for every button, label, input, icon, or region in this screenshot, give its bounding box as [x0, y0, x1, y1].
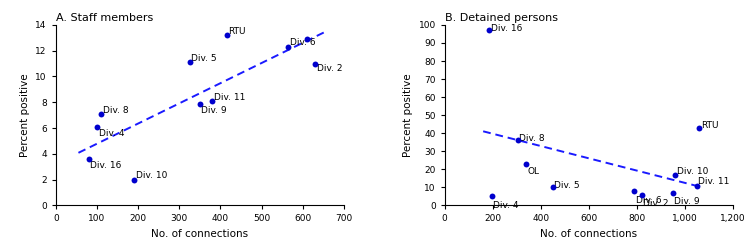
Text: RTU: RTU: [228, 27, 246, 36]
Text: Div. 11: Div. 11: [699, 178, 730, 187]
Text: Div. 9: Div. 9: [202, 106, 227, 115]
Text: Div. 5: Div. 5: [554, 181, 580, 190]
Point: [128, 178, 140, 182]
Text: Div. 4: Div. 4: [99, 129, 124, 138]
Point: [83, 157, 94, 161]
Text: Div. 10: Div. 10: [676, 167, 708, 176]
Point: [310, 62, 321, 65]
Y-axis label: Percent positive: Percent positive: [403, 73, 413, 157]
Text: Div. 5: Div. 5: [191, 54, 217, 63]
Point: [635, 193, 647, 197]
Point: [486, 194, 498, 198]
Text: Div. 4: Div. 4: [493, 201, 519, 210]
Text: B. Detained persons: B. Detained persons: [445, 13, 558, 23]
Text: Div. 8: Div. 8: [519, 134, 545, 143]
Point: [693, 126, 705, 130]
Text: Div. 16: Div. 16: [90, 161, 122, 170]
Point: [670, 173, 682, 177]
Point: [547, 185, 559, 189]
Point: [91, 125, 103, 129]
X-axis label: No. of connections: No. of connections: [540, 229, 638, 239]
Text: Div. 10: Div. 10: [135, 171, 167, 180]
Point: [194, 102, 206, 106]
Y-axis label: Percent positive: Percent positive: [20, 73, 30, 157]
Point: [512, 138, 524, 142]
Point: [301, 37, 312, 41]
Point: [184, 60, 196, 64]
Text: RTU: RTU: [701, 122, 718, 130]
Point: [629, 189, 641, 193]
Point: [283, 45, 295, 49]
X-axis label: No. of connections: No. of connections: [151, 229, 248, 239]
Text: Div. 9: Div. 9: [674, 197, 700, 206]
Text: OL: OL: [527, 167, 540, 176]
Text: Div. 6: Div. 6: [636, 195, 661, 204]
Text: Div. 2: Div. 2: [317, 64, 342, 73]
Text: Div. 2: Div. 2: [643, 199, 669, 208]
Point: [691, 184, 703, 187]
Text: A. Staff members: A. Staff members: [56, 13, 153, 23]
Text: Div. 11: Div. 11: [214, 93, 246, 102]
Text: Div. 8: Div. 8: [103, 106, 129, 115]
Point: [206, 99, 218, 103]
Point: [95, 112, 107, 116]
Point: [520, 162, 532, 166]
Point: [221, 33, 233, 37]
Text: Div. 6: Div. 6: [290, 38, 315, 48]
Text: Div. 16: Div. 16: [490, 24, 522, 33]
Point: [483, 28, 495, 32]
Point: [667, 191, 679, 195]
